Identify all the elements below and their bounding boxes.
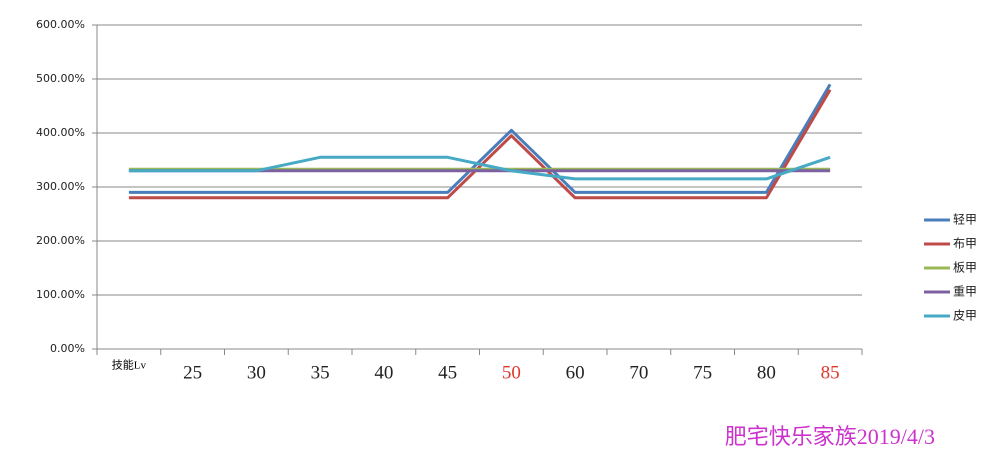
x-tick-label: 80 <box>757 362 776 383</box>
x-tick-label: 35 <box>311 362 330 383</box>
y-tick-label: 0.00% <box>50 342 85 355</box>
x-tick-label: 70 <box>629 362 648 383</box>
x-tick-label: 75 <box>693 362 712 383</box>
legend-label: 轻甲 <box>953 213 977 227</box>
y-tick-label: 200.00% <box>36 234 85 247</box>
y-tick-label: 600.00% <box>36 18 85 31</box>
y-tick-label: 400.00% <box>36 126 85 139</box>
x-tick-label: 50 <box>502 362 521 383</box>
x-tick-label: 40 <box>374 362 393 383</box>
x-tick-label: 30 <box>247 362 266 383</box>
series-line <box>128 155 831 181</box>
series-line <box>128 89 832 200</box>
legend-label: 重甲 <box>953 285 977 299</box>
y-tick-label: 100.00% <box>36 288 85 301</box>
legend-label: 布甲 <box>953 237 977 251</box>
legend-label: 皮甲 <box>953 309 977 323</box>
y-tick-label: 500.00% <box>36 72 85 85</box>
x-tick-label: 技能Lv <box>112 358 147 372</box>
annotation: 肥宅快乐家族2019/4/3 <box>725 424 935 449</box>
series-line <box>128 83 832 194</box>
legend-label: 板甲 <box>953 261 977 275</box>
x-tick-label: 45 <box>438 362 457 383</box>
x-tick-label: 60 <box>566 362 585 383</box>
y-tick-label: 300.00% <box>36 180 85 193</box>
x-tick-label: 85 <box>821 362 840 383</box>
x-tick-label: 25 <box>183 362 202 383</box>
